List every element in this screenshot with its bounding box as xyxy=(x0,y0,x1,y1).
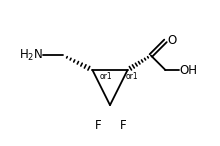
Text: O: O xyxy=(167,34,176,47)
Text: or1: or1 xyxy=(126,72,139,81)
Text: OH: OH xyxy=(179,64,197,77)
Text: F: F xyxy=(120,119,126,132)
Text: or1: or1 xyxy=(100,72,112,81)
Text: H$_2$N: H$_2$N xyxy=(19,48,43,63)
Text: F: F xyxy=(95,119,102,132)
